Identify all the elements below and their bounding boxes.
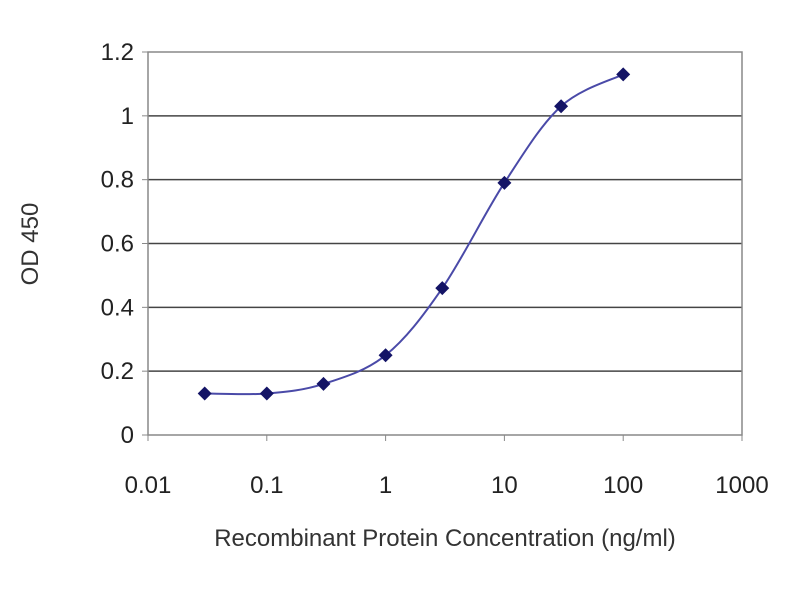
x-axis-ticks: 0.01 0.1 1 10 100 1000 <box>125 435 769 499</box>
data-point <box>616 67 631 82</box>
y-axis-ticks: 0 0.2 0.4 0.6 0.8 1 1.2 <box>101 39 148 449</box>
y-tick-label: 0.8 <box>101 167 134 194</box>
x-tick-label: 100 <box>603 472 643 499</box>
x-tick-label: 0.1 <box>250 472 283 499</box>
y-tick-label: 0.2 <box>101 358 134 385</box>
y-tick-label: 1.2 <box>101 39 134 66</box>
data-point <box>197 386 212 401</box>
y-tick-label: 0.4 <box>101 294 134 321</box>
series-line <box>204 73 624 396</box>
data-point <box>378 348 393 363</box>
data-point <box>435 281 450 296</box>
data-point <box>497 175 512 190</box>
y-tick-label: 0.6 <box>101 231 134 258</box>
gridlines <box>148 115 742 372</box>
x-axis-label: Recombinant Protein Concentration (ng/ml… <box>214 525 676 552</box>
y-axis-label: OD 450 <box>17 203 44 286</box>
x-tick-label: 1000 <box>715 472 768 499</box>
data-point <box>316 376 331 391</box>
data-point <box>554 99 569 114</box>
x-tick-label: 1 <box>379 472 392 499</box>
y-tick-label: 1 <box>121 103 134 130</box>
x-tick-label: 10 <box>491 472 518 499</box>
x-tick-label: 0.01 <box>125 472 172 499</box>
y-tick-label: 0 <box>121 422 134 449</box>
data-point <box>259 386 274 401</box>
series-points <box>197 67 631 401</box>
